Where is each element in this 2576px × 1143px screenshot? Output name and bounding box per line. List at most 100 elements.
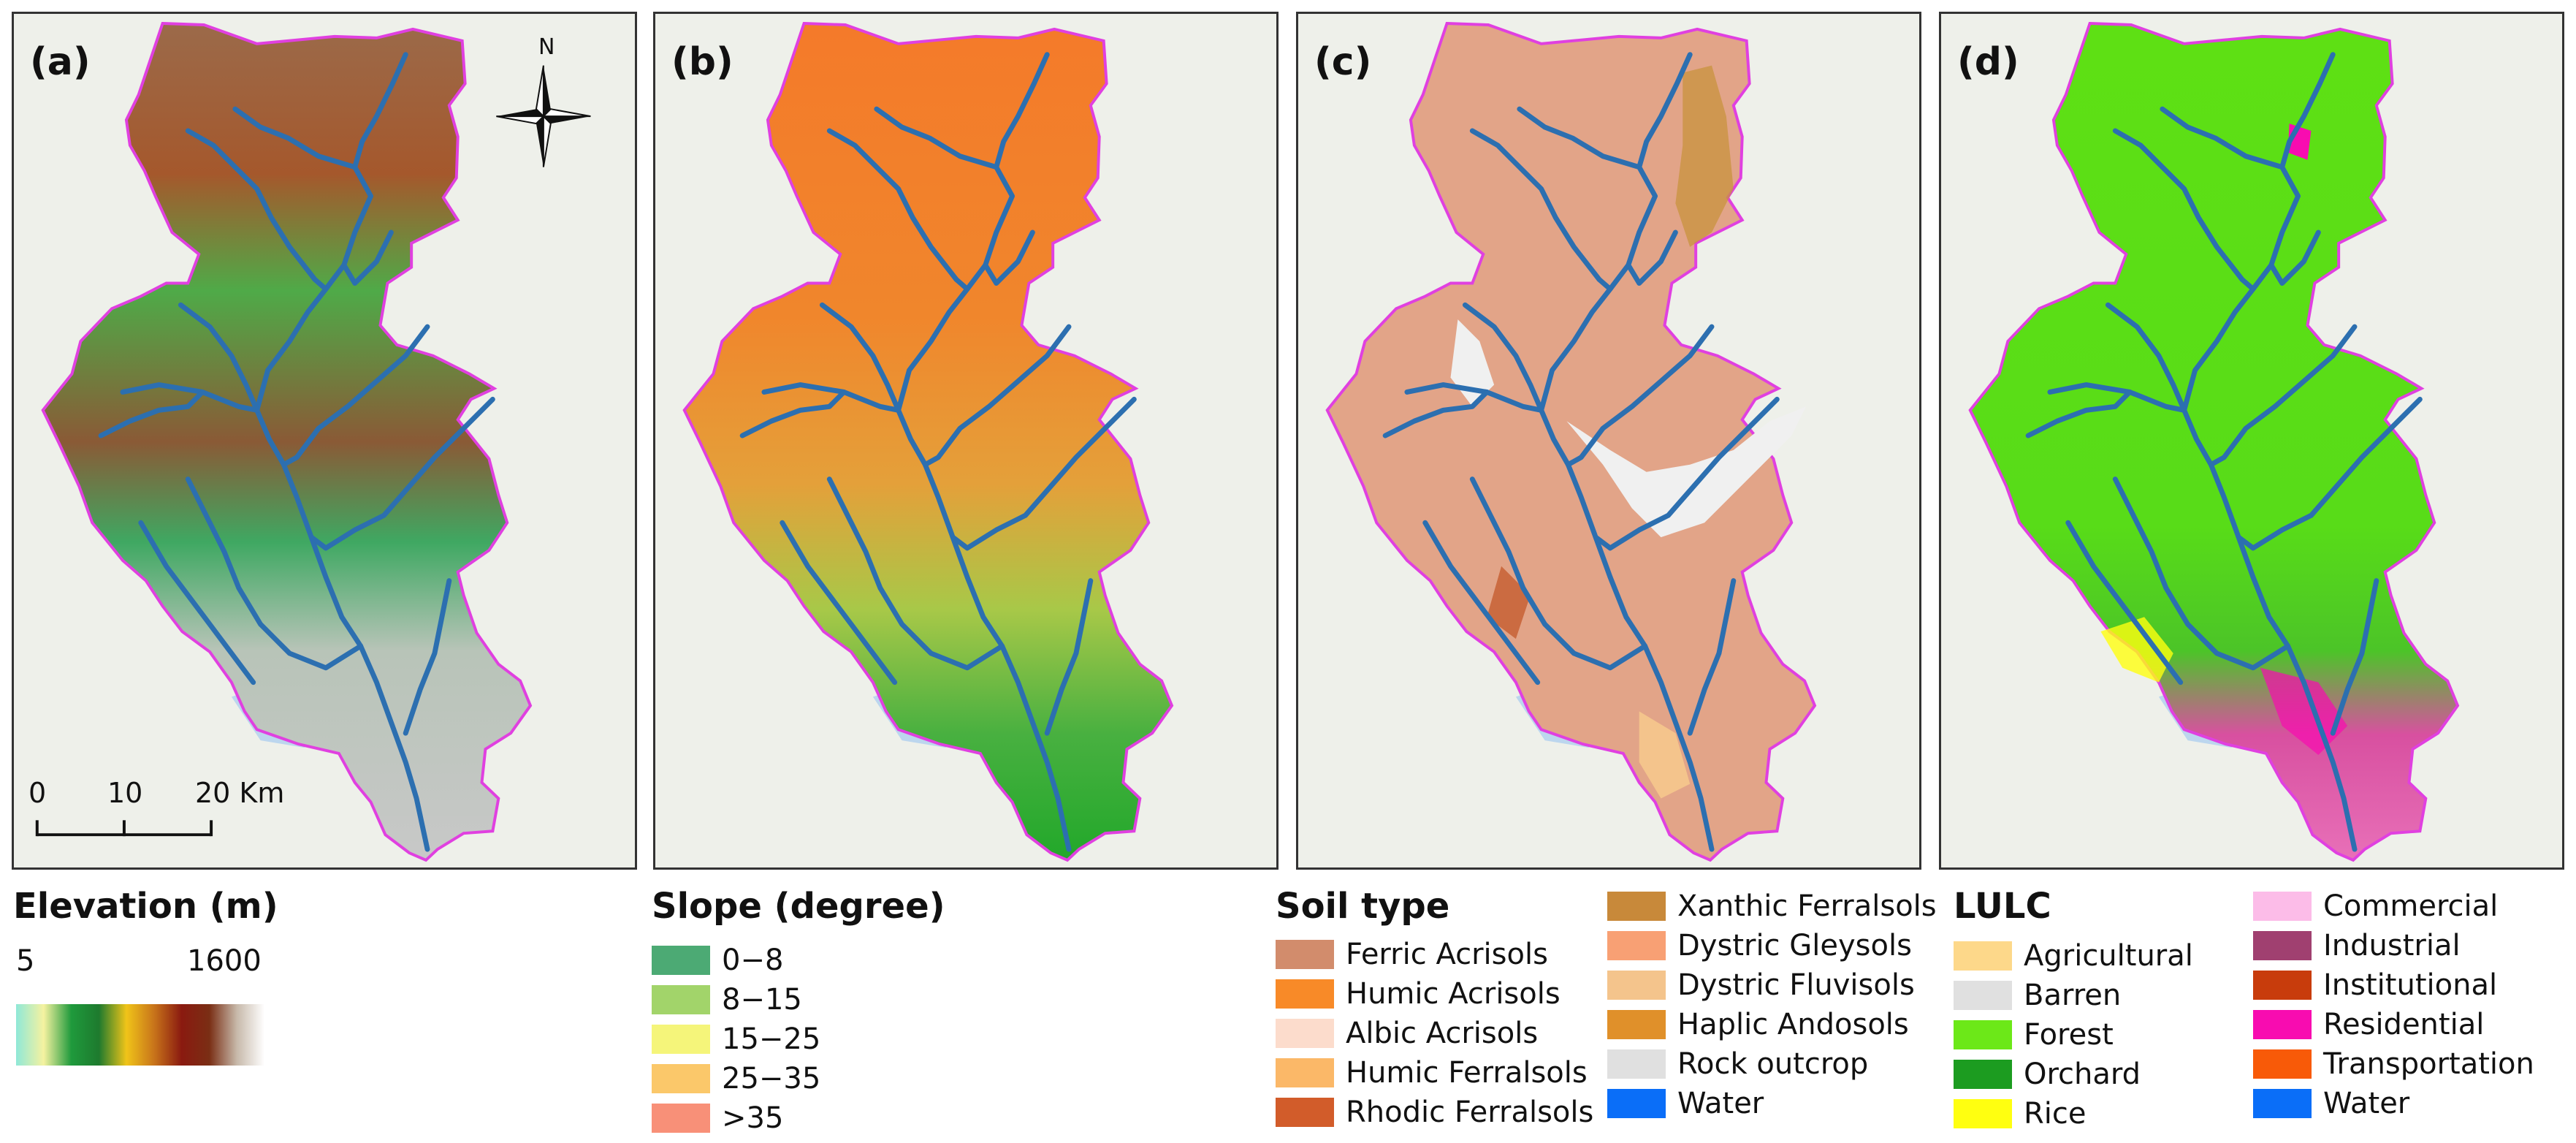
legend-item: Rock outcrop	[1607, 1047, 1929, 1083]
legend-label: Agricultural	[2024, 939, 2193, 973]
legend-label: Rock outcrop	[1677, 1047, 1869, 1081]
dystric-fluvisols-area	[1639, 711, 1691, 799]
legend-item: 15−25	[652, 1022, 1017, 1058]
legend-item: Water	[1607, 1086, 1929, 1123]
legend-swatch	[1954, 941, 2012, 971]
north-arrow-icon	[496, 65, 591, 167]
panel-label-d: (d)	[1957, 40, 2019, 84]
elevation-max-label: 1600	[187, 944, 262, 978]
legend-label: Residential	[2323, 1008, 2485, 1041]
legend-swatch	[1276, 1019, 1334, 1048]
legend-item: Albic Acrisols	[1276, 1016, 1597, 1052]
legend-item: Commercial	[2253, 889, 2560, 925]
legend-item: Xanthic Ferralsols	[1607, 889, 1937, 925]
legend-item: Ferric Acrisols	[1276, 937, 1597, 973]
legend-swatch	[1607, 1049, 1666, 1079]
panel-label-c: (c)	[1314, 40, 1372, 84]
panel-label-a: (a)	[30, 40, 91, 84]
legend-label: Orchard	[2024, 1057, 2141, 1091]
legend-swatch	[1954, 981, 2012, 1010]
legend-item: Industrial	[2253, 928, 2560, 965]
legend-swatch	[1276, 1098, 1334, 1127]
legend-title: Slope (degree)	[652, 886, 945, 927]
legend-swatch	[1607, 892, 1666, 921]
legend-swatch	[1276, 940, 1334, 969]
legend-item: >35	[652, 1101, 1017, 1137]
legend-label: Dystric Fluvisols	[1677, 968, 1915, 1002]
elevation-min-label: 5	[16, 944, 35, 978]
legend-item: Residential	[2253, 1007, 2560, 1044]
legend-title: Soil type	[1276, 886, 1450, 927]
elevation-color-ramp	[16, 1004, 264, 1066]
legend-label: Rice	[2024, 1097, 2087, 1131]
rice-area	[2100, 617, 2173, 683]
legend-swatch	[652, 985, 710, 1014]
legend-item: Rhodic Ferralsols	[1276, 1095, 1597, 1131]
legend-item: 25−35	[652, 1061, 1017, 1098]
map-panel-soil: (c)	[1296, 12, 1921, 870]
slope-map	[682, 22, 1173, 862]
legend-label: Xanthic Ferralsols	[1677, 889, 1937, 923]
basin-boundary	[1968, 22, 2459, 862]
basin-boundary	[1325, 22, 1816, 862]
legend-label: >35	[722, 1101, 784, 1135]
legend-label: Institutional	[2323, 968, 2498, 1002]
legend-item: Orchard	[1954, 1057, 2246, 1093]
legend-swatch	[1276, 1058, 1334, 1087]
legend-swatch	[1276, 979, 1334, 1009]
residential-area	[2260, 667, 2348, 755]
scale-label-10: 10	[107, 777, 143, 809]
legend-item: Rice	[1954, 1096, 2246, 1133]
legend-swatch	[2253, 1049, 2312, 1079]
legend-swatch	[1954, 1020, 2012, 1049]
legend-item: 0−8	[652, 943, 1017, 979]
legend-elevation: Elevation (m) 5 1600	[13, 886, 305, 1076]
legend-label: Barren	[2024, 979, 2122, 1012]
rhodic-ferralsols-area	[1487, 566, 1531, 639]
elevation-map	[35, 22, 591, 862]
map-panel-lulc: (d)	[1939, 12, 2564, 870]
legend-label: 25−35	[722, 1062, 821, 1095]
basin-boundary	[41, 22, 532, 862]
scale-label-20: 20 Km	[195, 777, 285, 809]
legend-swatch	[2253, 1089, 2312, 1118]
legend-item: Institutional	[2253, 968, 2560, 1004]
legend-label: Water	[1677, 1087, 1764, 1120]
legend-item: Water	[2253, 1086, 2560, 1123]
legend-label: Humic Acrisols	[1346, 977, 1561, 1011]
legend-swatch	[1607, 1089, 1666, 1118]
rock-outcrop-area	[1566, 406, 1807, 538]
legend-item: Forest	[1954, 1017, 2246, 1054]
legend-swatch	[2253, 892, 2312, 921]
legend-item: 8−15	[652, 982, 1017, 1019]
legend-label: Transportation	[2323, 1047, 2534, 1081]
north-label: N	[538, 34, 555, 60]
legend-slope: Slope (degree) 0−8 8−15 15−25 25−35 >35	[652, 886, 1017, 1142]
legend-label: Commercial	[2323, 889, 2499, 923]
legend-label: Albic Acrisols	[1346, 1017, 1539, 1050]
legend-item: Dystric Gleysols	[1607, 928, 1929, 965]
legend-label: 8−15	[722, 983, 802, 1017]
map-panel-elevation: (a) N 0 10 20 Km	[12, 12, 637, 870]
legend-swatch	[652, 946, 710, 975]
xanthic-ferralsols-area	[1675, 65, 1734, 247]
legend-swatch	[1607, 971, 1666, 1000]
legend-label: Dystric Gleysols	[1677, 929, 1912, 962]
legend-swatch	[1954, 1060, 2012, 1089]
legend-label: Humic Ferralsols	[1346, 1056, 1588, 1090]
legend-swatch	[2253, 931, 2312, 960]
legend-swatch	[1954, 1099, 2012, 1128]
legend-title: LULC	[1954, 886, 2051, 927]
legend-swatch	[652, 1025, 710, 1054]
legend-swatch	[1607, 931, 1666, 960]
legend-item: Agricultural	[1954, 938, 2246, 975]
legend-item: Dystric Fluvisols	[1607, 968, 1929, 1004]
rock-outcrop-area-west	[1450, 319, 1495, 407]
legend-item: Barren	[1954, 978, 2246, 1014]
legend-swatch	[2253, 1010, 2312, 1039]
lulc-map	[1968, 22, 2459, 862]
legend-title: Elevation (m)	[13, 886, 278, 927]
panel-label-b: (b)	[671, 40, 733, 84]
legend-label: 15−25	[722, 1022, 821, 1056]
basin-boundary	[682, 22, 1173, 862]
